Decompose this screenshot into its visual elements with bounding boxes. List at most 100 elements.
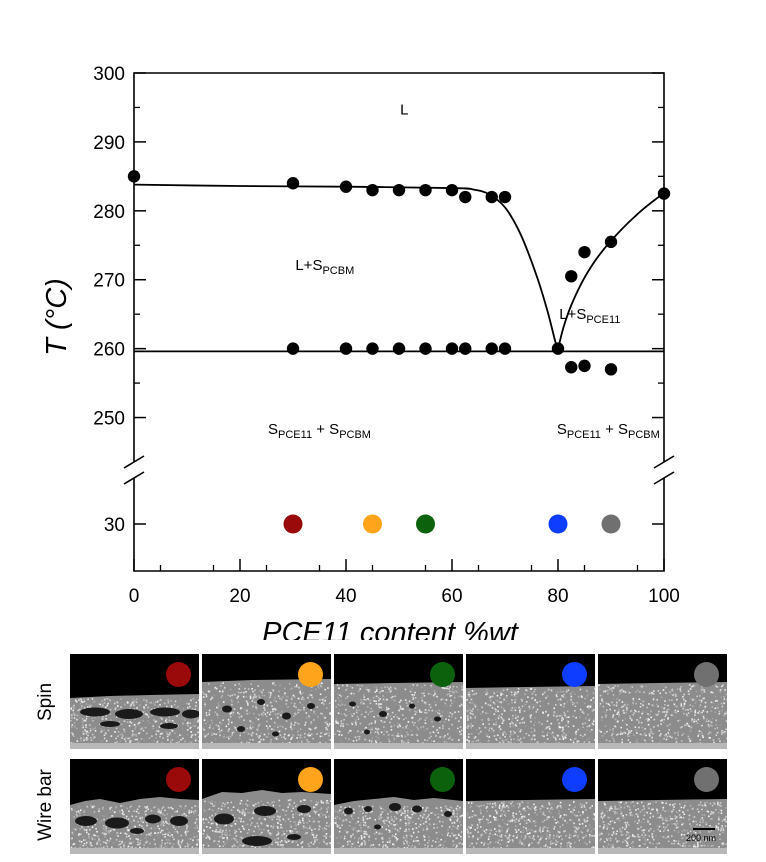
grain — [109, 808, 111, 810]
grain — [494, 804, 497, 807]
grain — [570, 698, 572, 701]
grain — [560, 806, 563, 809]
grain — [249, 812, 251, 814]
grain — [127, 818, 130, 820]
grain — [340, 809, 342, 811]
grain — [574, 831, 576, 834]
grain — [488, 836, 490, 838]
grain — [679, 816, 681, 819]
grain — [562, 737, 565, 740]
grain — [223, 843, 226, 846]
grain — [424, 701, 427, 704]
grain — [565, 834, 567, 837]
grain — [489, 697, 491, 699]
composition-dot — [562, 767, 587, 792]
grain — [604, 725, 607, 727]
grain — [430, 740, 433, 742]
grain — [123, 817, 126, 819]
grain — [360, 844, 363, 846]
grain — [154, 701, 157, 703]
grain — [251, 700, 254, 702]
grain — [471, 740, 473, 743]
grain — [433, 823, 435, 826]
grain — [423, 692, 425, 695]
grain — [359, 818, 362, 821]
grain — [701, 732, 703, 735]
grain — [211, 734, 213, 736]
grain — [458, 833, 460, 836]
grain — [394, 818, 396, 821]
grain — [79, 708, 81, 710]
grain — [456, 809, 458, 811]
grain — [395, 737, 398, 740]
grain — [511, 818, 514, 820]
grain — [396, 812, 399, 814]
grain — [573, 809, 575, 811]
void — [130, 828, 144, 834]
grain — [693, 718, 696, 721]
grain — [229, 713, 231, 715]
grain — [103, 725, 105, 728]
grain — [476, 729, 478, 731]
grain — [277, 837, 279, 840]
grain — [246, 832, 249, 834]
grain — [83, 700, 86, 703]
grain — [472, 713, 474, 716]
grain — [404, 688, 407, 691]
grain — [349, 821, 351, 823]
grain — [128, 829, 130, 831]
grain — [574, 834, 577, 837]
grain — [131, 734, 134, 737]
grain — [169, 842, 171, 845]
grain — [293, 727, 295, 729]
grain — [523, 815, 526, 817]
grain — [310, 690, 313, 692]
grain — [191, 846, 194, 848]
grain — [158, 810, 160, 812]
grain — [430, 829, 433, 832]
grain — [663, 738, 665, 740]
grain — [498, 830, 500, 833]
grain — [211, 697, 214, 699]
grain — [586, 690, 588, 692]
grain — [320, 800, 323, 802]
grain — [427, 845, 429, 847]
grain — [87, 825, 89, 828]
grain — [129, 739, 131, 742]
grain — [628, 691, 631, 694]
grain — [502, 700, 504, 703]
grain — [504, 806, 506, 808]
grain — [150, 810, 153, 812]
grain — [546, 738, 549, 740]
grain — [162, 822, 164, 824]
grain — [82, 730, 85, 733]
grain — [232, 806, 235, 808]
grain — [258, 736, 260, 739]
grain — [526, 689, 528, 692]
grain — [274, 684, 277, 686]
grain — [81, 701, 84, 703]
grain — [283, 810, 286, 812]
grain — [244, 687, 246, 690]
grain — [433, 740, 435, 743]
data-point — [445, 342, 459, 355]
grain — [89, 843, 92, 846]
grain — [222, 701, 225, 703]
grain — [376, 688, 378, 691]
grain — [307, 818, 310, 821]
grain — [340, 806, 342, 808]
grain — [326, 721, 328, 723]
grain — [249, 727, 251, 730]
data-point — [485, 342, 498, 355]
grain — [454, 838, 457, 841]
grain — [364, 840, 366, 843]
grain — [405, 726, 407, 728]
grain — [630, 686, 632, 689]
grain — [238, 817, 241, 819]
grain — [420, 726, 422, 729]
grain — [397, 726, 399, 728]
grain — [697, 712, 699, 714]
grain — [382, 841, 384, 843]
grain — [167, 699, 169, 701]
